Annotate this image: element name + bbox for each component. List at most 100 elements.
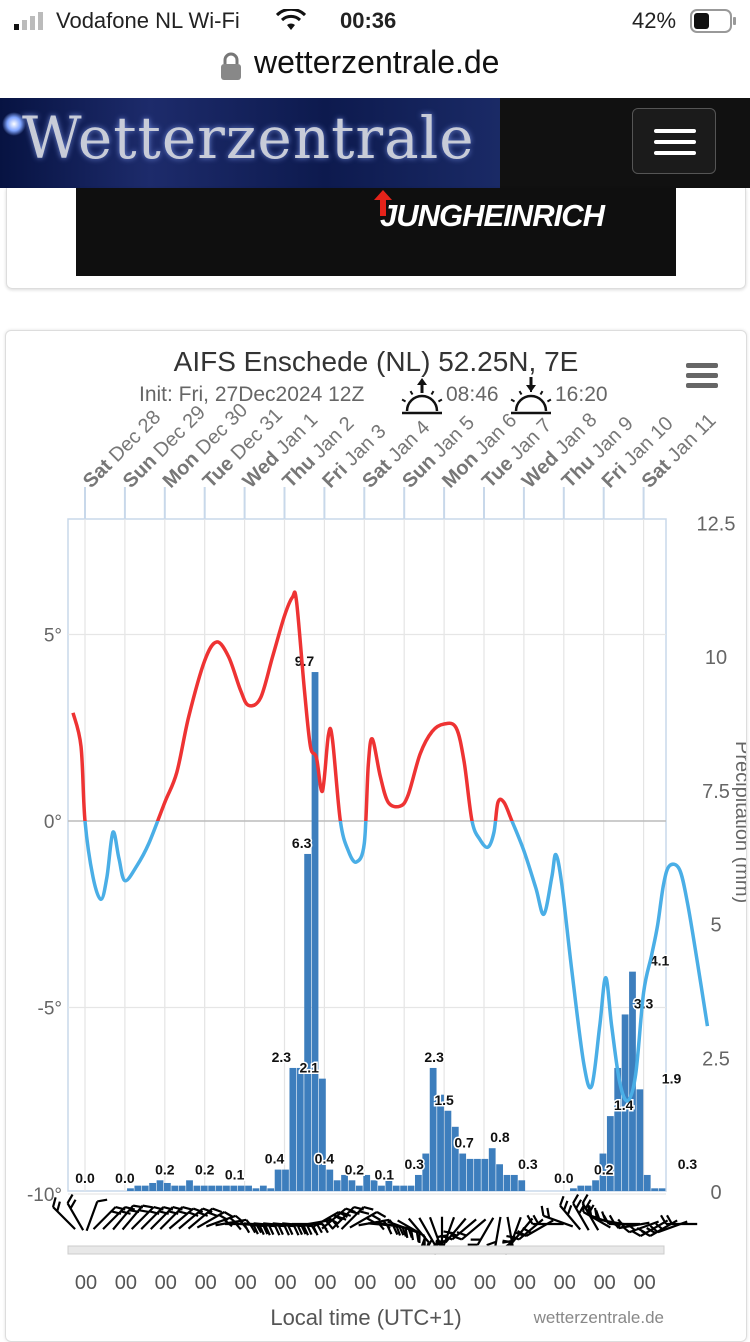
precipitation-bar: [466, 1158, 474, 1191]
precipitation-bar: [451, 1126, 459, 1191]
site-menu-button[interactable]: [632, 108, 716, 174]
precipitation-data-label: 4.1: [650, 953, 670, 969]
precipitation-bar: [311, 672, 319, 1191]
x-tick-label: 00: [354, 1272, 376, 1294]
precipitation-bar: [230, 1185, 238, 1191]
wind-barb: [660, 1214, 698, 1226]
precipitation-bar: [171, 1185, 179, 1191]
precipitation-bar: [134, 1185, 142, 1191]
precipitation-bar: [282, 1169, 289, 1191]
wind-barb: [572, 1194, 590, 1231]
precipitation-data-label: 1.5: [434, 1092, 454, 1108]
precipitation-data-label: 0.1: [375, 1167, 395, 1183]
precipitation-bar: [629, 971, 636, 1191]
precipitation-bar: [658, 1188, 666, 1191]
precipitation-bar: [496, 1164, 503, 1191]
time-scrollbar-track: [67, 1245, 665, 1255]
y-left-tick-label: -5°: [38, 999, 63, 1020]
wind-barb: [540, 1205, 574, 1228]
precipitation-data-label: 0.2: [155, 1161, 175, 1177]
precipitation-data-label: 9.7: [295, 653, 315, 669]
x-tick-label: 00: [594, 1272, 616, 1294]
wind-barb: [526, 1214, 564, 1226]
precipitation-bar: [414, 1174, 422, 1191]
precipitation-data-label: 0.3: [678, 1156, 698, 1172]
precipitation-bar: [437, 1094, 444, 1191]
precipitation-data-label: 0.2: [594, 1161, 614, 1177]
precipitation-bar: [474, 1158, 481, 1191]
wind-barb: [301, 1218, 340, 1231]
y-right-tick-label: 7.5: [702, 781, 730, 803]
precipitation-bar: [304, 853, 312, 1191]
precipitation-bar: [503, 1174, 511, 1191]
precipitation-bar: [422, 1153, 430, 1191]
ad-banner[interactable]: JUNGHEINRICH: [76, 188, 676, 276]
precipitation-bar: [127, 1188, 134, 1191]
hamburger-icon-line: [654, 151, 696, 155]
sunrise-icon: [401, 378, 443, 415]
url-text: wetterzentrale.de: [254, 44, 500, 80]
precipitation-bar: [385, 1180, 393, 1191]
temperature-line-below-zero: [83, 821, 710, 1103]
ad-brand-text: JUNGHEINRICH: [380, 198, 605, 233]
x-tick-label: 00: [633, 1272, 655, 1294]
precipitation-bar: [570, 1188, 577, 1191]
chart-menu-icon: [686, 363, 718, 368]
precipitation-bar: [267, 1188, 275, 1191]
precipitation-bar: [223, 1185, 230, 1191]
precipitation-bar: [289, 1067, 297, 1191]
precipitation-bar: [259, 1185, 267, 1191]
chart-menu-icon-line: [686, 383, 718, 388]
site-logo-text: Wetterzentrale: [22, 104, 475, 172]
wind-barb: [387, 1220, 420, 1243]
wind-barb: [66, 1194, 85, 1231]
x-tick-label: 00: [234, 1272, 256, 1294]
battery-icon: [690, 9, 736, 33]
meteogram-chart: AIFS Enschede (NL) 52.25N, 7E Init: Fri, …: [27, 346, 746, 1330]
x-tick-label: 00: [274, 1272, 296, 1294]
precipitation-bar: [481, 1158, 489, 1191]
cellular-signal-icon: [14, 12, 43, 30]
plot-area: [67, 518, 667, 1192]
x-tick-label: 00: [115, 1272, 137, 1294]
precipitation-bar: [156, 1180, 164, 1191]
sunrise-time: 08:46: [446, 383, 499, 406]
precipitation-bar: [614, 1067, 622, 1191]
precipitation-bar: [200, 1185, 208, 1191]
precipitation-bar: [488, 1148, 496, 1191]
precipitation-data-label: 0.0: [554, 1170, 574, 1186]
precipitation-bar: [392, 1185, 400, 1191]
precipitation-data-label: 0.0: [75, 1170, 95, 1186]
precipitation-bar: [274, 1169, 282, 1191]
sunset-time: 16:20: [555, 383, 608, 406]
wind-barb: [349, 1211, 387, 1229]
precipitation-bar: [444, 1110, 452, 1191]
wind-barb: [442, 1218, 477, 1241]
y-left-tick-label: 0°: [44, 812, 62, 833]
wifi-icon: [276, 9, 306, 30]
precipitation-bar: [333, 1180, 341, 1191]
site-logo[interactable]: Wetterzentrale: [0, 98, 500, 188]
precipitation-data-label: 2.3: [424, 1049, 444, 1065]
precipitation-data-label: 0.2: [195, 1161, 215, 1177]
chart-title: AIFS Enschede (NL) 52.25N, 7E: [174, 346, 579, 377]
wind-barb: [121, 1204, 153, 1231]
precipitation-bar: [149, 1182, 156, 1191]
precipitation-bar: [636, 1089, 644, 1191]
meteogram-card: AIFS Enschede (NL) 52.25N, 7E Init: Fri, …: [5, 330, 747, 1342]
precipitation-bar: [429, 1067, 437, 1191]
hamburger-icon-line: [654, 140, 696, 144]
browser-address-bar[interactable]: wetterzentrale.de: [0, 42, 750, 94]
precipitation-bar: [400, 1185, 408, 1191]
carrier-name: Vodafone NL Wi-Fi: [56, 8, 240, 33]
wind-barb: [187, 1207, 223, 1230]
x-tick-label: 00: [434, 1272, 456, 1294]
wind-barb: [340, 1205, 374, 1230]
wind-barb: [435, 1217, 467, 1244]
sunset-icon: [510, 377, 552, 415]
y-left-tick-label: -10°: [27, 1185, 62, 1206]
chart-menu-icon-line: [686, 373, 718, 378]
init-time-label: Init: Fri, 27Dec2024 12Z: [139, 383, 364, 406]
status-bar: Vodafone NL Wi-Fi 00:36 42%: [0, 0, 750, 42]
x-tick-label: 00: [75, 1272, 97, 1294]
